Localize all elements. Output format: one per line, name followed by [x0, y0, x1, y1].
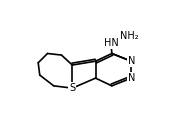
Text: N: N — [127, 73, 135, 83]
Text: NH₂: NH₂ — [120, 31, 138, 41]
Text: N: N — [127, 56, 135, 66]
Text: HN: HN — [104, 38, 118, 48]
Text: S: S — [69, 83, 75, 93]
